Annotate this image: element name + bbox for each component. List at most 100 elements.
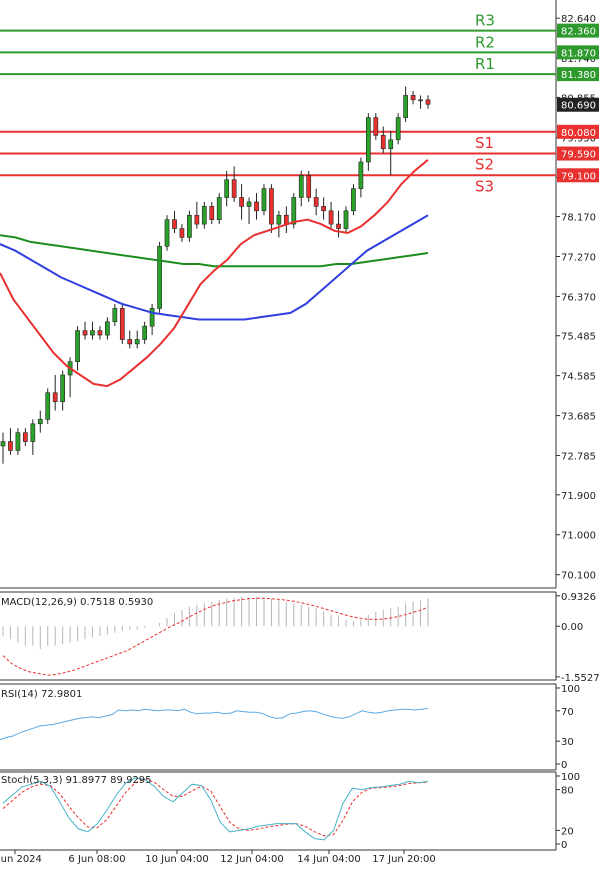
candle: [0, 432, 6, 464]
candle: [37, 410, 43, 433]
macd-tick-label: 0.00: [561, 622, 583, 633]
candle-body: [8, 441, 13, 451]
candle: [119, 303, 125, 344]
rsi-indicator-label: RSI(14) 72.9801: [1, 689, 82, 700]
candle-body: [298, 174, 304, 198]
candle-body: [90, 330, 95, 336]
candle-body: [261, 188, 267, 212]
stoch-tick-label: 0: [561, 840, 567, 851]
time-tick-label: 6 Jun 08:00: [68, 854, 125, 865]
candle: [75, 326, 80, 371]
candle-body: [336, 223, 341, 229]
macd-tick-label: -1.5527: [561, 673, 600, 684]
price-tick-label: 73.685: [561, 412, 596, 423]
price-tick-label: 70.100: [561, 571, 596, 582]
level-label-s3: S3: [475, 177, 494, 195]
candle: [112, 303, 118, 327]
candle-body: [0, 441, 6, 447]
candle-body: [82, 330, 88, 336]
rsi-tick-label: 0: [561, 760, 567, 771]
candle: [52, 374, 58, 411]
rsi-tick-label: 70: [561, 707, 574, 718]
candle-body: [119, 308, 125, 340]
candle: [321, 197, 326, 220]
candle-body: [172, 219, 177, 229]
candle: [157, 241, 162, 313]
price-tick-label: 75.485: [561, 332, 596, 343]
candle-body: [291, 197, 297, 225]
stoch-tick-label: 80: [561, 786, 574, 797]
candle-body: [164, 219, 170, 247]
candle-body: [321, 206, 326, 212]
candle: [30, 419, 36, 455]
level-label-s2: S2: [475, 156, 494, 174]
candle-body: [157, 245, 162, 309]
macd-indicator-label: MACD(12,26,9) 0.7518 0.5930: [1, 597, 153, 608]
candle-body: [239, 197, 244, 207]
candle: [380, 126, 386, 154]
price-tick-label: 76.370: [561, 292, 596, 303]
level-price-label: 79.100: [561, 171, 596, 182]
level-price-label: 81.870: [561, 48, 596, 59]
candle-body: [246, 201, 252, 207]
stochastic-panel: 100 80 20 0 Stoch(5,3,3) 91.8977 89.9295: [0, 771, 580, 851]
candle-body: [231, 179, 237, 198]
level-price-badge: [557, 168, 599, 183]
candle-body: [127, 339, 133, 345]
candle-body: [52, 392, 58, 402]
candle: [172, 210, 177, 233]
candle-body: [179, 228, 185, 238]
price-tick-label: 77.270: [561, 253, 596, 264]
candle-body: [142, 325, 148, 340]
candle-body: [358, 161, 364, 189]
candle-body: [306, 174, 312, 198]
stoch-tick-label: 100: [561, 772, 580, 783]
candle: [90, 321, 95, 340]
price-tick-label: 71.000: [561, 531, 596, 542]
candle: [425, 95, 431, 109]
level-price-badge: [557, 67, 599, 82]
candle: [231, 166, 237, 202]
candle: [82, 321, 88, 340]
candle: [269, 184, 274, 233]
time-tick-label: 17 Jun 20:00: [372, 854, 436, 865]
level-price-label: 79.590: [561, 150, 596, 161]
candle-body: [328, 210, 334, 225]
level-price-badge: [557, 23, 599, 38]
price-tick-label: 79.950: [561, 134, 596, 145]
candle-body: [410, 95, 416, 101]
price-tick-label: 74.585: [561, 372, 596, 383]
level-price-badge: [557, 124, 599, 139]
candle-body: [187, 214, 192, 238]
level-label-s1: S1: [475, 134, 494, 152]
candle: [15, 428, 21, 455]
candle-body: [276, 214, 282, 225]
candle-body: [366, 117, 371, 163]
candle: [45, 388, 51, 424]
candle: [254, 193, 259, 220]
candle: [298, 170, 304, 207]
candle: [418, 95, 423, 109]
candle-body: [395, 117, 401, 141]
candle-body: [403, 95, 408, 118]
candle: [164, 215, 170, 251]
candle: [23, 428, 28, 446]
candle-body: [351, 188, 356, 212]
candle: [142, 321, 148, 344]
candle: [8, 428, 13, 455]
candle: [388, 130, 394, 176]
candle: [343, 206, 349, 233]
candle-body: [380, 135, 386, 149]
candle: [276, 210, 282, 238]
candle: [373, 113, 379, 140]
moving-average-blue: [0, 214, 429, 321]
candle: [366, 113, 371, 171]
rsi-panel: 100 70 30 0 RSI(14) 72.9801: [0, 683, 580, 771]
price-tick-label: 81.740: [561, 54, 596, 65]
candle-body: [388, 139, 394, 149]
level-price-badge: [557, 45, 599, 60]
candle: [187, 210, 192, 242]
level-price-label: 80.080: [561, 128, 596, 139]
candle-body: [60, 374, 65, 402]
